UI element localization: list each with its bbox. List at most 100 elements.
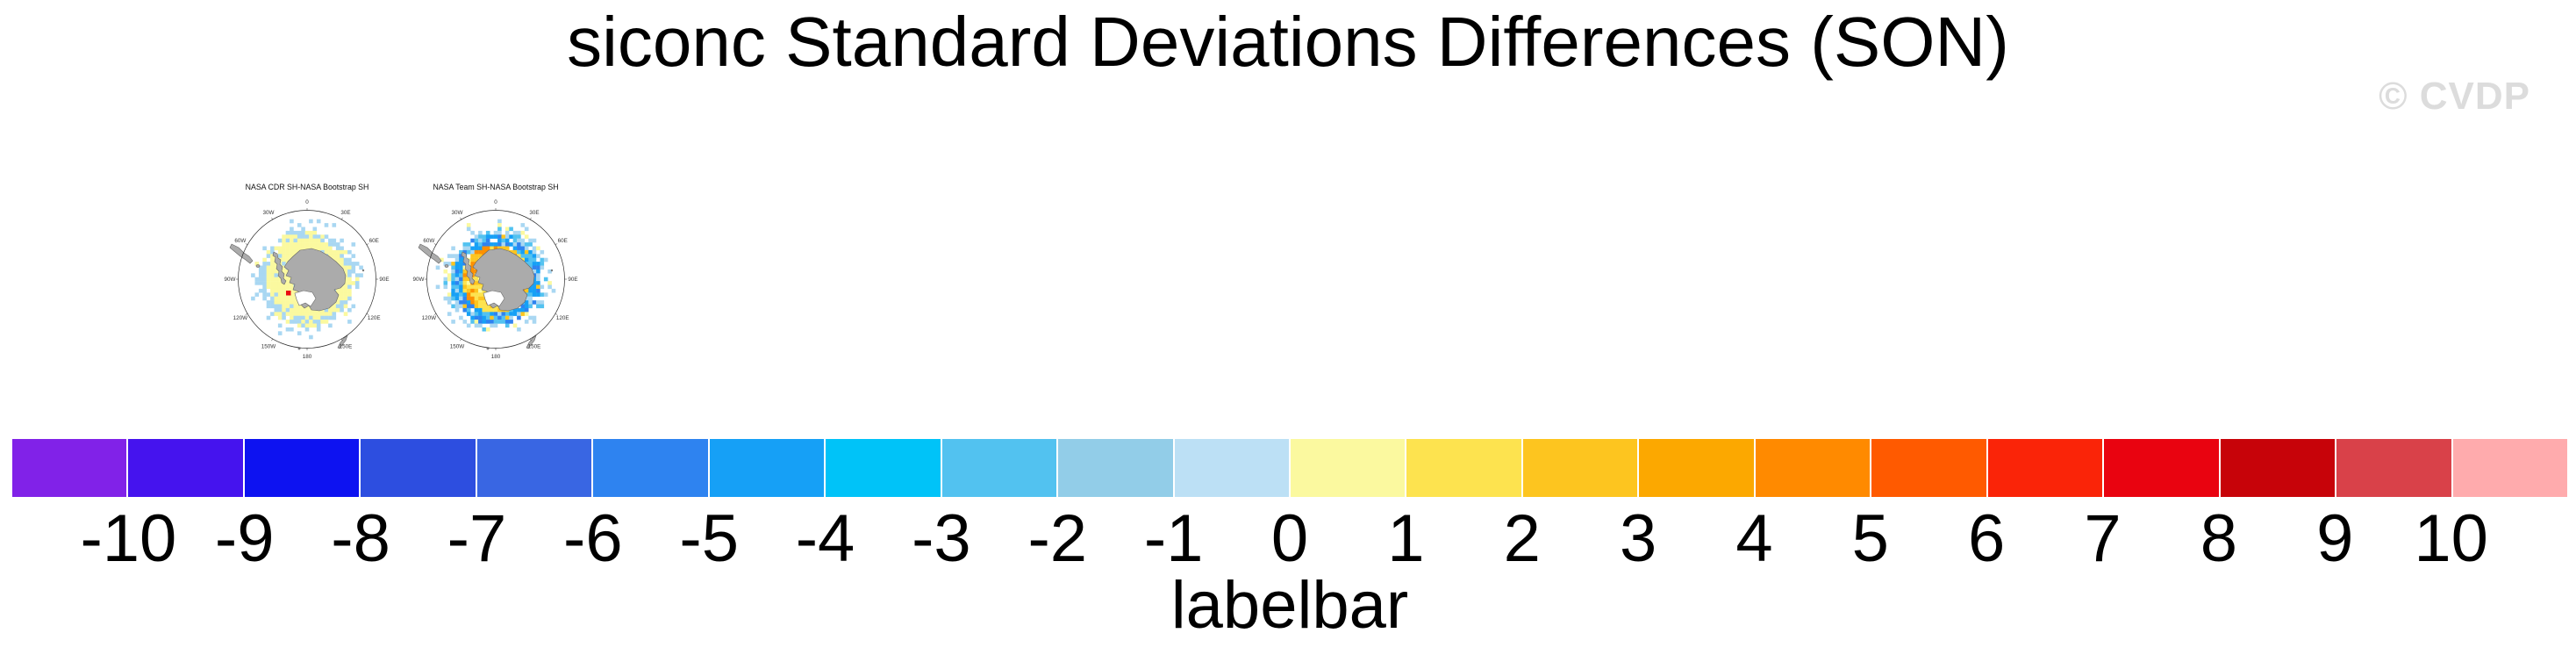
lon-label: 90E bbox=[568, 277, 577, 283]
lon-label: 180 bbox=[303, 354, 312, 360]
map-cell bbox=[316, 238, 321, 243]
map-cell bbox=[351, 242, 356, 247]
map-cell bbox=[466, 242, 471, 247]
map-cell bbox=[332, 307, 337, 313]
map-cell bbox=[474, 292, 479, 297]
map-cell bbox=[282, 304, 286, 309]
map-cell bbox=[262, 296, 267, 301]
map-cell bbox=[474, 315, 479, 320]
map-cell bbox=[335, 242, 340, 247]
map-cell bbox=[536, 281, 540, 285]
labelbar-caption: labelbar bbox=[1170, 568, 1409, 643]
map-cell bbox=[524, 312, 529, 316]
lon-tick bbox=[271, 338, 273, 342]
map-cell bbox=[266, 269, 271, 274]
map-cell bbox=[532, 292, 537, 297]
lon-label: 60E bbox=[558, 238, 568, 244]
map-cell bbox=[347, 296, 352, 301]
map-cell bbox=[462, 265, 468, 270]
map-cell bbox=[454, 288, 460, 293]
lon-tick bbox=[460, 338, 462, 342]
map-cell bbox=[482, 238, 487, 243]
map-cell bbox=[462, 281, 468, 285]
map-cell bbox=[312, 312, 318, 316]
map-cell bbox=[509, 227, 513, 232]
lon-label: 60W bbox=[423, 238, 434, 244]
map-cell bbox=[258, 277, 263, 282]
map-cell bbox=[347, 284, 352, 290]
map-cell bbox=[340, 257, 344, 263]
map-cell bbox=[512, 242, 518, 247]
map-cell bbox=[254, 262, 260, 266]
map-cell bbox=[290, 307, 294, 313]
map-cell bbox=[482, 234, 487, 239]
map-cell bbox=[301, 315, 305, 320]
map-cell bbox=[262, 273, 267, 277]
map-cell bbox=[451, 292, 455, 297]
map-cell bbox=[474, 288, 479, 293]
map-cell bbox=[343, 265, 348, 270]
map-cell bbox=[354, 277, 360, 282]
map-cell bbox=[297, 320, 302, 324]
lon-tick bbox=[433, 243, 437, 245]
map-cell bbox=[351, 304, 356, 309]
map-cell bbox=[512, 246, 518, 251]
lon-label: 90W bbox=[413, 277, 425, 283]
lon-label: 150E bbox=[528, 343, 541, 349]
map-cell bbox=[493, 320, 498, 324]
labelbar-tick-label: -5 bbox=[679, 501, 739, 576]
map-cell bbox=[485, 238, 490, 243]
map-cell bbox=[301, 234, 305, 239]
map-cell bbox=[451, 296, 455, 301]
map-cell bbox=[493, 312, 498, 316]
map-cell bbox=[454, 269, 460, 274]
map-cell bbox=[536, 273, 540, 277]
map-cell bbox=[540, 292, 545, 297]
map-cell bbox=[282, 242, 286, 247]
map-cell bbox=[297, 223, 302, 227]
map-cell bbox=[277, 238, 283, 243]
map-cell bbox=[490, 312, 494, 316]
map-cell bbox=[485, 246, 490, 251]
map-cell bbox=[520, 304, 526, 309]
map-cell bbox=[290, 288, 294, 293]
map-cell bbox=[497, 223, 502, 227]
map-cell bbox=[282, 238, 286, 243]
map-cell bbox=[347, 262, 352, 266]
map-cell bbox=[517, 249, 521, 255]
map-cell bbox=[466, 292, 471, 297]
map-cell bbox=[466, 312, 471, 316]
map-cell bbox=[304, 320, 310, 324]
map-cell bbox=[466, 284, 471, 290]
labelbar-box bbox=[1174, 439, 1289, 497]
map-cell bbox=[497, 238, 502, 243]
map-cell bbox=[282, 315, 286, 320]
map-cell bbox=[532, 281, 537, 285]
map-cell bbox=[528, 300, 533, 305]
map-cell bbox=[277, 323, 283, 328]
map-cell bbox=[320, 315, 325, 320]
map-cell bbox=[474, 269, 479, 274]
map-cell bbox=[266, 277, 271, 282]
map-cell bbox=[509, 320, 513, 324]
map-cell bbox=[262, 284, 267, 290]
labelbar-box bbox=[476, 439, 592, 497]
map-cell bbox=[290, 284, 294, 290]
map-cell bbox=[462, 292, 468, 297]
map-cell bbox=[262, 277, 267, 282]
map-cell bbox=[474, 304, 479, 309]
map-cell bbox=[340, 254, 344, 258]
map-cell bbox=[474, 254, 479, 258]
map-cell bbox=[524, 242, 529, 247]
map-cell bbox=[517, 254, 521, 258]
map-cell bbox=[451, 281, 455, 285]
map-cell bbox=[470, 292, 475, 297]
map-cell bbox=[482, 320, 487, 324]
labelbar-box bbox=[709, 439, 825, 497]
map-cell bbox=[524, 304, 529, 309]
map-cell bbox=[316, 246, 321, 251]
map-cell bbox=[312, 242, 318, 247]
map-cell bbox=[470, 257, 475, 263]
map-cell bbox=[282, 284, 286, 290]
map-cell bbox=[462, 304, 468, 309]
